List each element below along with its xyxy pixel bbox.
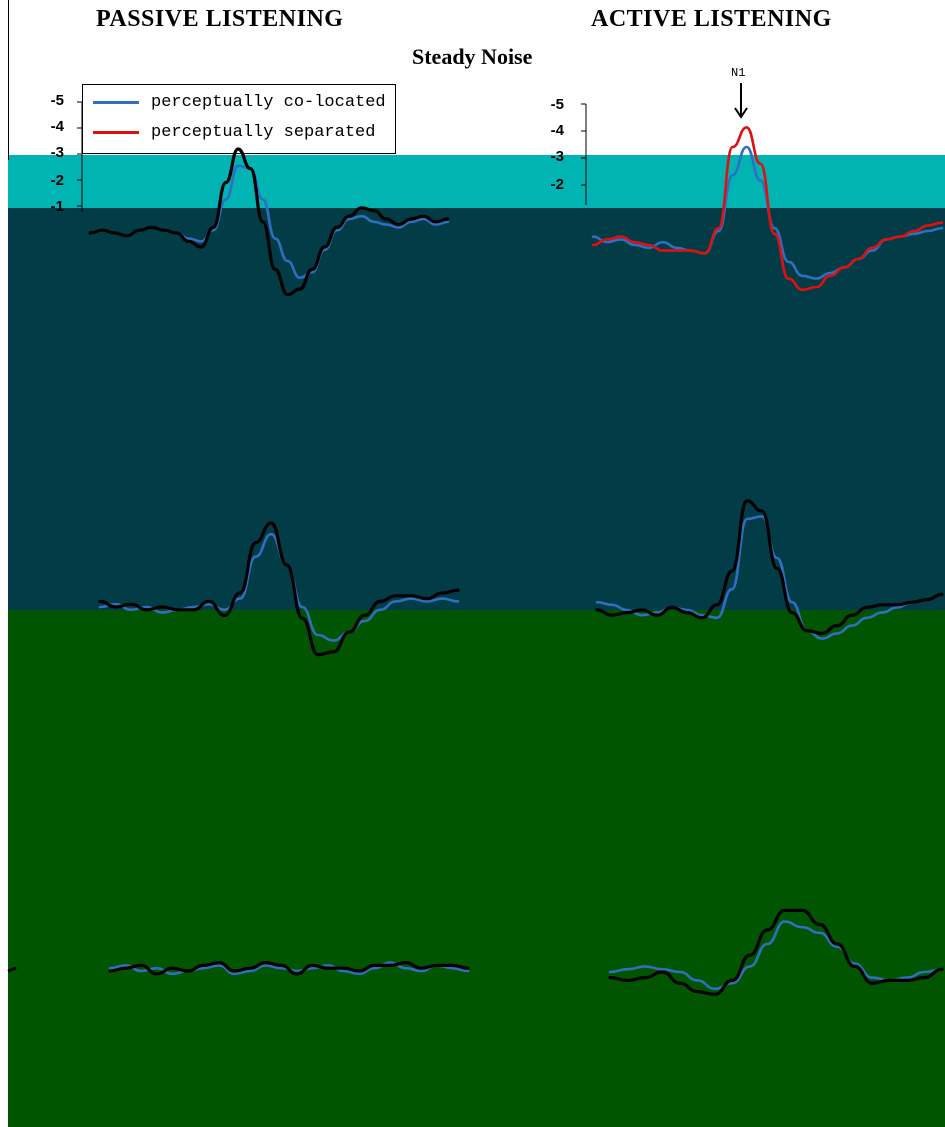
ytick-right: -2 xyxy=(550,176,564,193)
legend-item-co-located: perceptually co-located xyxy=(93,89,386,115)
ytick-left: -2 xyxy=(50,172,64,189)
trace-panel-6-series-2 xyxy=(608,908,944,996)
trace-panel-1-series-2 xyxy=(88,147,450,297)
active-listening-title: ACTIVE LISTENING xyxy=(591,6,832,32)
n1-arrow-icon xyxy=(734,83,748,119)
legend-swatch-blue xyxy=(93,100,139,104)
ytick-left: -4 xyxy=(50,118,64,135)
chart-title: Steady Noise xyxy=(412,44,533,69)
legend-label: perceptually separated xyxy=(151,122,376,142)
trace-panel-2-series-1 xyxy=(591,145,944,280)
ytick-right: -5 xyxy=(550,96,564,113)
legend-label: perceptually co-located xyxy=(151,92,386,112)
ytick-left: -3 xyxy=(50,144,64,161)
ytick-right: -3 xyxy=(550,148,564,165)
ytick-left: -5 xyxy=(50,92,64,109)
band-dark xyxy=(8,208,945,612)
trace-panel-3-series-2 xyxy=(98,521,460,657)
trace-panel-2-series-2 xyxy=(591,126,944,292)
band-teal xyxy=(8,155,945,210)
edge-trace-fragment xyxy=(7,966,17,973)
trace-panel-4-series-2 xyxy=(595,499,944,635)
left-edge-line xyxy=(8,0,9,160)
trace-panel-5-series-2 xyxy=(108,961,470,976)
trace-panel-6-series-1 xyxy=(608,920,944,991)
passive-listening-title: PASSIVE LISTENING xyxy=(96,6,344,32)
n1-label: N1 xyxy=(731,66,746,80)
ytick-right: -4 xyxy=(550,122,564,139)
band-green xyxy=(8,610,945,1127)
legend-swatch-red xyxy=(93,130,139,134)
legend: perceptually co-located perceptually sep… xyxy=(82,84,396,154)
ytick-left: -1 xyxy=(50,198,64,215)
legend-item-separated: perceptually separated xyxy=(93,119,375,145)
